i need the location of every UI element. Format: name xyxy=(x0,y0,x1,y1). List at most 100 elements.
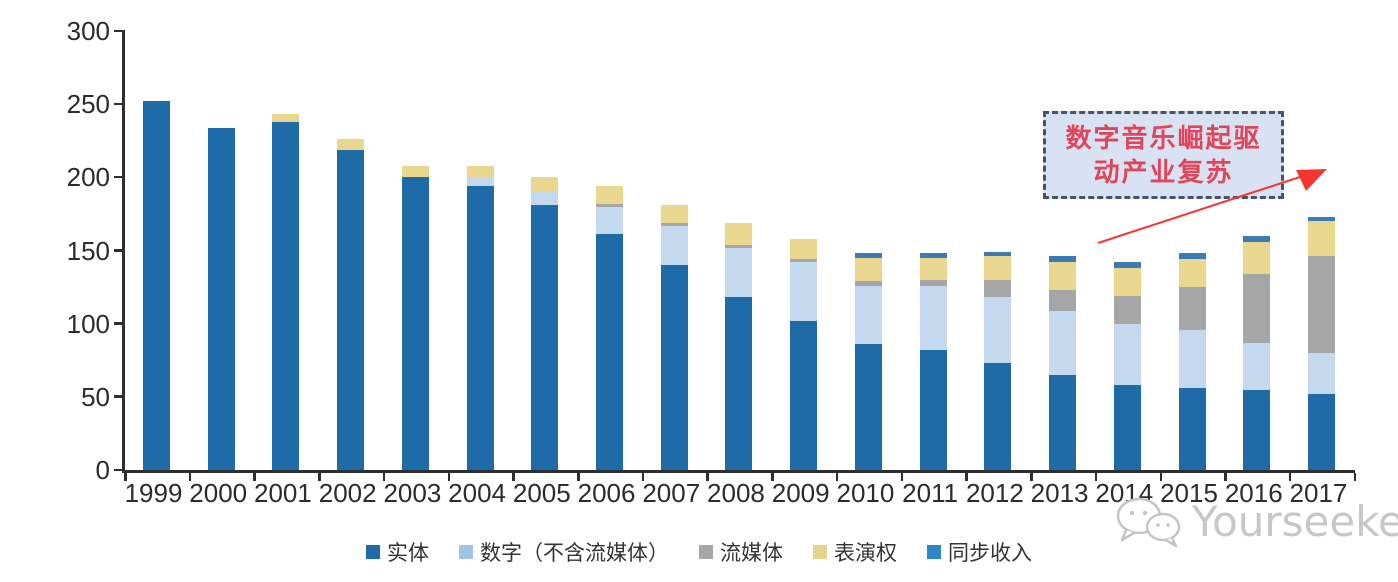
segment-performance-rights-2006 xyxy=(596,186,624,204)
segment-streaming-2010 xyxy=(854,281,882,286)
x-tick-mark xyxy=(253,473,256,481)
x-tick-label: 2013 xyxy=(1030,478,1089,508)
x-tick-mark xyxy=(1288,473,1292,481)
x-tick-mark xyxy=(382,473,386,481)
segment-digital-excl-streaming-2013 xyxy=(1049,310,1077,375)
y-tick-mark xyxy=(114,395,125,398)
segment-physical-1999 xyxy=(143,101,170,470)
x-tick-label: 2009 xyxy=(771,478,830,508)
x-tick-label: 2012 xyxy=(965,478,1024,508)
segment-physical-2006 xyxy=(596,234,624,470)
x-tick-label: 2000 xyxy=(189,478,248,508)
segment-digital-excl-streaming-2012 xyxy=(984,297,1012,364)
y-tick-mark xyxy=(114,29,125,32)
segment-digital-excl-streaming-2010 xyxy=(854,285,882,345)
segment-physical-2012 xyxy=(984,363,1012,470)
segment-physical-2015 xyxy=(1178,388,1206,470)
x-tick-mark xyxy=(124,473,127,481)
legend-label-digital-excl-streaming: 数字（不含流媒体） xyxy=(480,542,669,565)
segment-sync-revenue-2013 xyxy=(1049,256,1077,263)
segment-performance-rights-2011 xyxy=(919,257,947,280)
legend-item-streaming: 流媒体 xyxy=(699,537,783,567)
y-tick-label: 300 xyxy=(66,16,110,46)
x-tick-mark xyxy=(965,473,968,481)
x-tick-mark xyxy=(1224,473,1227,481)
segment-performance-rights-2007 xyxy=(660,205,688,223)
bar-2011 xyxy=(919,31,947,470)
segment-physical-2005 xyxy=(531,205,559,470)
x-tick-mark xyxy=(188,473,192,481)
x-tick-mark xyxy=(641,473,645,481)
segment-streaming-2017 xyxy=(1307,256,1335,353)
segment-sync-revenue-2016 xyxy=(1243,235,1271,242)
legend-swatch-performance-rights xyxy=(813,545,827,559)
legend-label-sync-revenue: 同步收入 xyxy=(948,542,1032,565)
x-tick-label: 2016 xyxy=(1224,478,1283,508)
segment-streaming-2012 xyxy=(984,279,1012,298)
y-tick-label: 150 xyxy=(66,235,110,266)
x-tick-label: 2006 xyxy=(577,478,636,508)
bar-2016 xyxy=(1243,31,1271,470)
y-tick-mark xyxy=(114,102,125,106)
segment-digital-excl-streaming-2006 xyxy=(596,206,624,235)
segment-physical-2013 xyxy=(1049,374,1077,470)
segment-physical-2002 xyxy=(337,149,365,470)
y-tick-mark xyxy=(114,468,125,471)
x-tick-label: 2010 xyxy=(836,478,895,508)
segment-physical-2000 xyxy=(207,127,235,470)
watermark-text: Yourseeker xyxy=(1192,496,1398,546)
bar-2002 xyxy=(337,31,365,470)
segment-sync-revenue-2015 xyxy=(1178,253,1206,260)
x-tick-mark xyxy=(1030,473,1033,481)
segment-digital-excl-streaming-2017 xyxy=(1307,352,1335,394)
legend-item-performance-rights: 表演权 xyxy=(813,537,897,567)
bar-2006 xyxy=(596,31,624,470)
segment-streaming-2011 xyxy=(919,279,947,286)
x-tick-mark xyxy=(318,473,321,481)
segment-digital-excl-streaming-2009 xyxy=(790,262,818,321)
annotation-text-line1: 数字音乐崛起驱 xyxy=(1065,123,1262,153)
bar-1999 xyxy=(143,31,170,470)
x-tick-label: 2004 xyxy=(448,478,507,508)
segment-physical-2007 xyxy=(660,265,688,470)
y-tick-mark xyxy=(114,175,125,179)
x-tick-label: 2017 xyxy=(1289,478,1348,508)
segment-sync-revenue-2017 xyxy=(1307,216,1335,222)
x-tick-mark xyxy=(1094,473,1098,481)
x-tick-label: 2005 xyxy=(512,478,571,508)
segment-physical-2008 xyxy=(725,297,753,470)
y-tick-label: 50 xyxy=(81,381,110,412)
x-tick-label: 2003 xyxy=(383,478,442,508)
segment-streaming-2016 xyxy=(1243,273,1271,343)
chart-legend: 实体 数字（不含流媒体） 流媒体 表演权 同步收入 xyxy=(0,537,1398,567)
x-tick-label: 2015 xyxy=(1160,478,1218,508)
x-tick-mark xyxy=(1353,473,1357,481)
segment-streaming-2007 xyxy=(660,222,688,226)
segment-sync-revenue-2011 xyxy=(919,253,947,258)
legend-swatch-physical xyxy=(366,545,380,559)
segment-streaming-2013 xyxy=(1049,290,1077,311)
bar-2004 xyxy=(466,31,494,470)
segment-streaming-2008 xyxy=(725,244,753,248)
x-tick-mark xyxy=(900,473,904,481)
legend-label-streaming: 流媒体 xyxy=(720,542,783,565)
segment-physical-2010 xyxy=(854,344,882,470)
segment-sync-revenue-2012 xyxy=(984,251,1012,257)
segment-performance-rights-2014 xyxy=(1113,268,1141,296)
segment-physical-2017 xyxy=(1307,393,1335,470)
segment-digital-excl-streaming-2008 xyxy=(725,247,753,298)
x-tick-mark xyxy=(512,473,515,481)
bar-2014 xyxy=(1113,31,1141,470)
segment-digital-excl-streaming-2005 xyxy=(531,190,559,206)
x-tick-mark xyxy=(577,473,580,481)
x-tick-label: 2011 xyxy=(902,478,959,508)
segment-physical-2004 xyxy=(466,186,494,470)
segment-digital-excl-streaming-2015 xyxy=(1178,329,1206,389)
legend-item-sync-revenue: 同步收入 xyxy=(927,537,1032,567)
segment-sync-revenue-2014 xyxy=(1113,262,1141,269)
legend-swatch-sync-revenue xyxy=(927,545,941,559)
bar-2001 xyxy=(272,31,300,470)
bar-2007 xyxy=(660,31,688,470)
segment-physical-2001 xyxy=(272,121,300,470)
segment-performance-rights-2008 xyxy=(725,222,753,245)
